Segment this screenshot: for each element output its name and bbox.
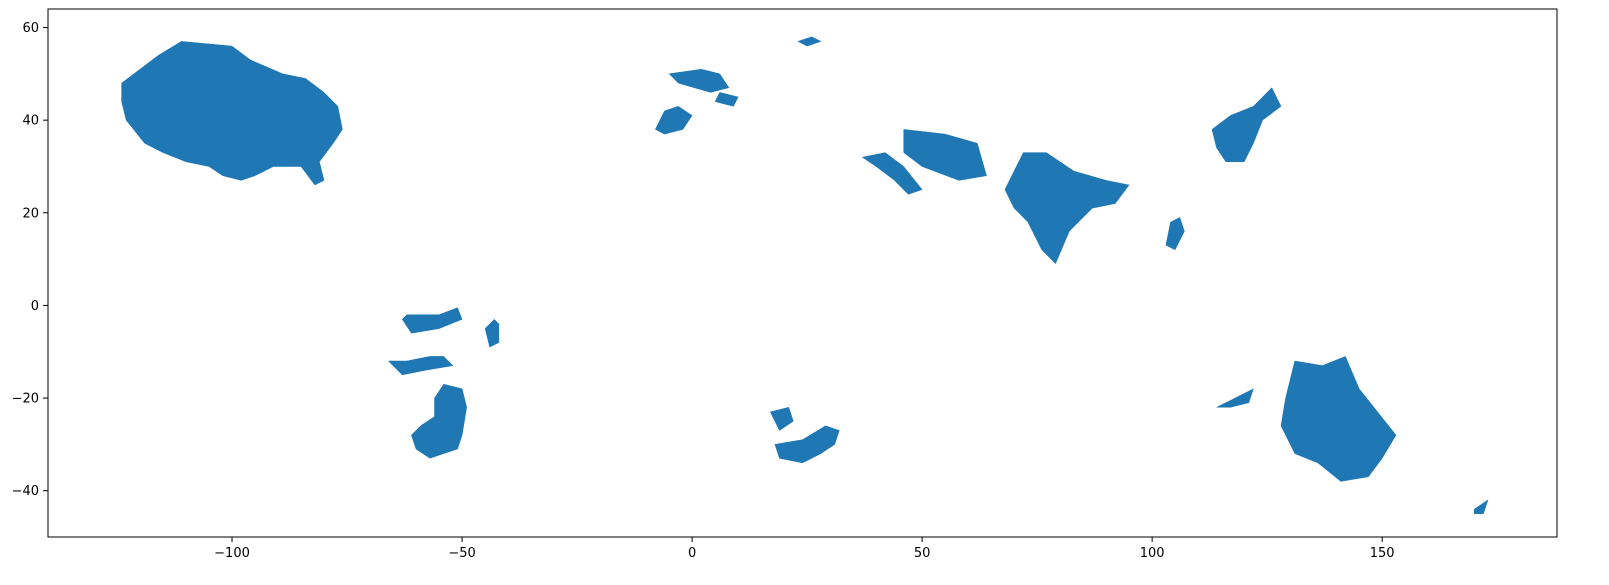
region-southern-africa-west <box>770 407 794 431</box>
y-axis: −40 −20 0 20 40 60 <box>12 21 48 499</box>
x-tick-label: −100 <box>214 546 250 561</box>
region-new-zealand <box>1473 499 1489 515</box>
y-tick-label: 20 <box>22 206 39 221</box>
axes-frame <box>47 8 1558 538</box>
region-southeast-asia <box>1165 217 1185 251</box>
y-tick-label: 40 <box>22 114 39 129</box>
region-layer <box>121 36 1489 515</box>
region-north-america <box>121 41 343 186</box>
y-tick-label: −20 <box>12 392 39 407</box>
region-europe-west <box>668 68 730 93</box>
y-tick-label: −40 <box>12 484 39 499</box>
region-east-china <box>1211 87 1282 163</box>
region-scandinavia <box>797 36 822 47</box>
y-tick-label: 60 <box>22 21 39 36</box>
x-tick-label: 150 <box>1370 546 1395 561</box>
y-tick-label: 0 <box>31 299 39 314</box>
region-europe-central <box>714 92 739 107</box>
x-tick-label: 100 <box>1140 546 1165 561</box>
x-tick-label: 50 <box>914 546 931 561</box>
region-western-australia <box>1216 388 1254 408</box>
region-south-america-north <box>401 307 463 334</box>
region-india <box>1004 152 1130 264</box>
region-southern-africa <box>774 425 840 464</box>
region-iberia <box>655 106 693 135</box>
x-tick-label: −50 <box>448 546 475 561</box>
region-south-america-south <box>411 383 467 459</box>
x-axis: −100 −50 0 50 100 150 <box>214 537 1395 561</box>
region-australia <box>1280 356 1397 482</box>
region-south-america-east <box>484 319 500 348</box>
region-south-america-central <box>388 356 454 376</box>
x-tick-label: 0 <box>688 546 696 561</box>
region-middle-east <box>862 152 923 195</box>
region-iran <box>903 129 987 181</box>
